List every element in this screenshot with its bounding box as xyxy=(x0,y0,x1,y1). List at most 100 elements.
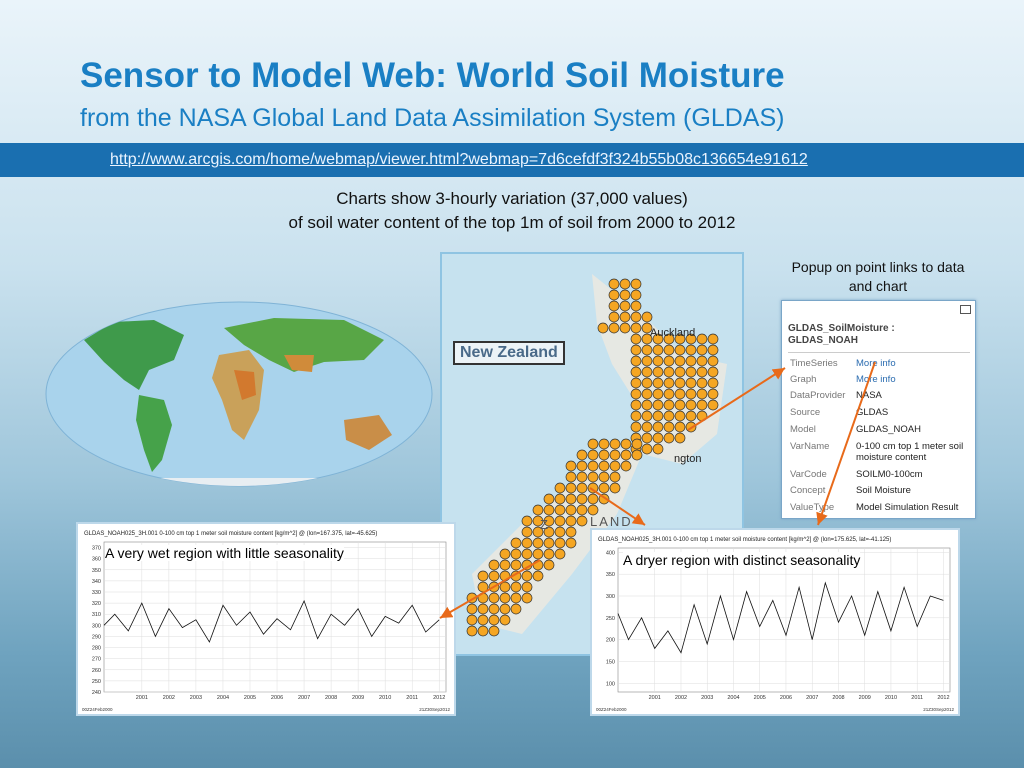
grid-point[interactable] xyxy=(641,311,653,323)
grid-point[interactable] xyxy=(499,614,511,626)
grid-point[interactable] xyxy=(630,311,642,323)
grid-point[interactable] xyxy=(652,399,664,411)
grid-point[interactable] xyxy=(532,515,544,527)
grid-point[interactable] xyxy=(641,388,653,400)
grid-point[interactable] xyxy=(674,410,686,422)
grid-point[interactable] xyxy=(620,460,632,472)
grid-point[interactable] xyxy=(696,355,708,367)
grid-point[interactable] xyxy=(554,548,566,560)
grid-point[interactable] xyxy=(510,537,522,549)
grid-point[interactable] xyxy=(608,300,620,312)
grid-point[interactable] xyxy=(499,603,511,615)
grid-point[interactable] xyxy=(674,421,686,433)
grid-point[interactable] xyxy=(608,278,620,290)
grid-point[interactable] xyxy=(685,344,697,356)
grid-point[interactable] xyxy=(488,614,500,626)
grid-point[interactable] xyxy=(652,355,664,367)
grid-point[interactable] xyxy=(663,410,675,422)
grid-point[interactable] xyxy=(696,388,708,400)
grid-point[interactable] xyxy=(554,504,566,516)
grid-point[interactable] xyxy=(652,377,664,389)
grid-point[interactable] xyxy=(630,377,642,389)
grid-point[interactable] xyxy=(532,570,544,582)
grid-point[interactable] xyxy=(707,333,719,345)
grid-point[interactable] xyxy=(630,278,642,290)
grid-point[interactable] xyxy=(630,355,642,367)
grid-point[interactable] xyxy=(554,537,566,549)
grid-point[interactable] xyxy=(576,504,588,516)
grid-point[interactable] xyxy=(707,388,719,400)
grid-point[interactable] xyxy=(696,366,708,378)
grid-point[interactable] xyxy=(608,311,620,323)
grid-point[interactable] xyxy=(598,460,610,472)
grid-point[interactable] xyxy=(641,432,653,444)
grid-point[interactable] xyxy=(663,399,675,411)
grid-point[interactable] xyxy=(652,366,664,378)
grid-point[interactable] xyxy=(576,471,588,483)
grid-point[interactable] xyxy=(663,344,675,356)
grid-point[interactable] xyxy=(532,559,544,571)
grid-point[interactable] xyxy=(619,289,631,301)
grid-point[interactable] xyxy=(630,421,642,433)
grid-point[interactable] xyxy=(663,355,675,367)
grid-point[interactable] xyxy=(565,537,577,549)
grid-point[interactable] xyxy=(707,355,719,367)
grid-point[interactable] xyxy=(488,581,500,593)
grid-point[interactable] xyxy=(532,504,544,516)
popup-more-info-link[interactable]: More info xyxy=(856,374,896,385)
grid-point[interactable] xyxy=(521,537,533,549)
grid-point[interactable] xyxy=(587,493,599,505)
grid-point[interactable] xyxy=(565,460,577,472)
grid-point[interactable] xyxy=(685,410,697,422)
grid-point[interactable] xyxy=(532,548,544,560)
grid-point[interactable] xyxy=(707,366,719,378)
grid-point[interactable] xyxy=(685,399,697,411)
grid-point[interactable] xyxy=(499,570,511,582)
grid-point[interactable] xyxy=(466,625,478,637)
grid-point[interactable] xyxy=(543,537,555,549)
grid-point[interactable] xyxy=(598,449,610,461)
grid-point[interactable] xyxy=(674,377,686,389)
grid-point[interactable] xyxy=(477,625,489,637)
grid-point[interactable] xyxy=(663,377,675,389)
grid-point[interactable] xyxy=(630,333,642,345)
grid-point[interactable] xyxy=(663,388,675,400)
grid-point[interactable] xyxy=(609,460,621,472)
grid-point[interactable] xyxy=(543,526,555,538)
grid-point[interactable] xyxy=(543,515,555,527)
grid-point[interactable] xyxy=(521,581,533,593)
grid-point[interactable] xyxy=(685,355,697,367)
grid-point[interactable] xyxy=(510,548,522,560)
grid-point[interactable] xyxy=(652,344,664,356)
grid-point[interactable] xyxy=(630,399,642,411)
grid-point[interactable] xyxy=(674,355,686,367)
grid-point[interactable] xyxy=(696,333,708,345)
grid-point[interactable] xyxy=(488,603,500,615)
grid-point[interactable] xyxy=(565,515,577,527)
grid-point[interactable] xyxy=(576,515,588,527)
grid-point[interactable] xyxy=(652,410,664,422)
grid-point[interactable] xyxy=(565,471,577,483)
grid-point[interactable] xyxy=(477,603,489,615)
grid-point[interactable] xyxy=(641,344,653,356)
grid-point[interactable] xyxy=(641,355,653,367)
grid-point[interactable] xyxy=(477,592,489,604)
grid-point[interactable] xyxy=(608,322,620,334)
grid-point[interactable] xyxy=(630,289,642,301)
grid-point[interactable] xyxy=(521,526,533,538)
popup-more-info-link[interactable]: More info xyxy=(856,358,896,369)
grid-point[interactable] xyxy=(696,344,708,356)
grid-point[interactable] xyxy=(674,399,686,411)
grid-point[interactable] xyxy=(466,592,478,604)
grid-point[interactable] xyxy=(663,333,675,345)
grid-point[interactable] xyxy=(554,515,566,527)
grid-point[interactable] xyxy=(652,421,664,433)
grid-point[interactable] xyxy=(609,449,621,461)
grid-point[interactable] xyxy=(619,278,631,290)
grid-point[interactable] xyxy=(543,504,555,516)
grid-point[interactable] xyxy=(609,438,621,450)
grid-point[interactable] xyxy=(477,614,489,626)
grid-point[interactable] xyxy=(674,333,686,345)
grid-point[interactable] xyxy=(499,592,511,604)
grid-point[interactable] xyxy=(477,581,489,593)
